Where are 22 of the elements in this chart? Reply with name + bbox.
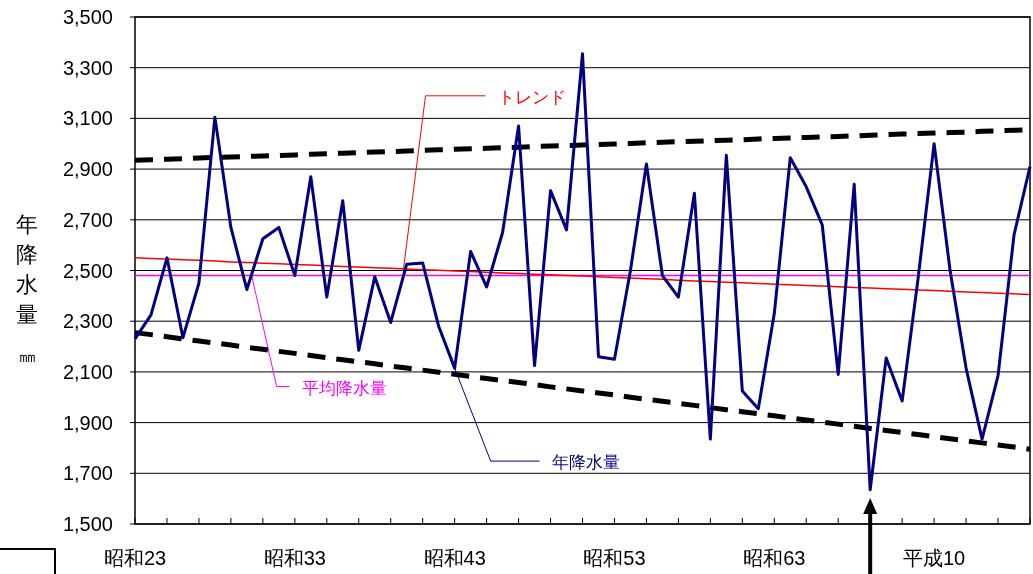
- text: 年降水量: [551, 453, 620, 473]
- y-tick-label: 3,300: [62, 56, 113, 79]
- text: トレンド: [497, 87, 566, 107]
- y-tick-label: 2,100: [62, 360, 113, 383]
- y-tick-label: 1,500: [62, 513, 113, 535]
- x-tick-label: 昭和53: [583, 547, 646, 569]
- x-tick-label: 昭和43: [423, 547, 486, 569]
- ref-line-label: 平均降水量: [301, 378, 387, 398]
- y-tick-label: 2,300: [62, 310, 113, 333]
- x-tick-label: 昭和63: [743, 547, 806, 569]
- y-tick-label: 1,900: [62, 411, 113, 434]
- x-tick-label: 昭和33: [263, 547, 326, 569]
- x-tick-label: 平成10: [902, 547, 966, 569]
- y-tick-label: 2,900: [62, 158, 113, 181]
- line-series: [133, 52, 1032, 492]
- y-tick-label: 3,100: [62, 107, 113, 130]
- y-axis-title: 年降水量㎜: [16, 212, 38, 366]
- y-tick-label: 2,500: [62, 259, 113, 282]
- x-tick-label: 昭和23: [103, 547, 167, 569]
- y-tick-label: 3,500: [62, 6, 113, 28]
- y-tick-label: 1,700: [62, 462, 113, 485]
- y-tick-label: 2,700: [62, 208, 113, 231]
